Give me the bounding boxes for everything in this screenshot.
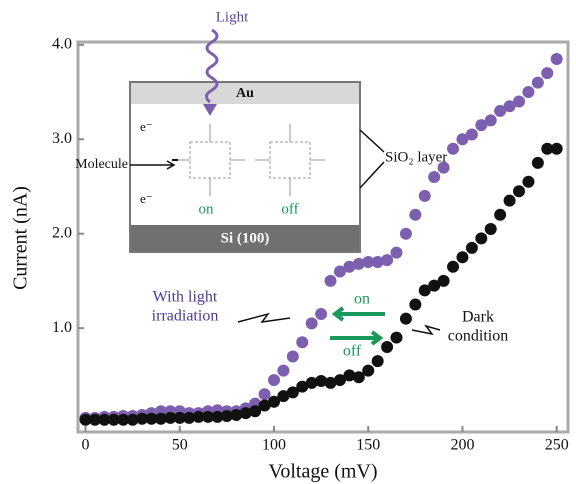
data-point bbox=[372, 355, 384, 367]
data-point bbox=[400, 313, 412, 325]
molecule-label: Molecule bbox=[75, 157, 128, 172]
data-point bbox=[381, 254, 393, 266]
x-axis-label: Voltage (mV) bbox=[268, 461, 377, 483]
chart: 0 50 100 150 200 250 1.0 2.0 3.0 4.0 Voltage (mV) C… bbox=[0, 0, 576, 484]
inset-off: off bbox=[281, 201, 298, 217]
data-point bbox=[522, 86, 534, 98]
data-point bbox=[306, 317, 318, 329]
y-tick-label: 3.0 bbox=[52, 130, 72, 147]
y-tick-label: 1.0 bbox=[52, 319, 72, 336]
data-point bbox=[513, 95, 525, 107]
pointer-dark bbox=[412, 326, 440, 334]
data-point bbox=[325, 275, 337, 287]
data-point bbox=[296, 336, 308, 348]
data-point bbox=[522, 176, 534, 188]
y-axis-label: Current (nA) bbox=[10, 186, 32, 290]
data-point bbox=[466, 242, 478, 254]
data-point bbox=[485, 114, 497, 126]
pointer-light bbox=[238, 314, 290, 322]
data-point bbox=[447, 261, 459, 273]
x-tick-label: 200 bbox=[450, 437, 474, 454]
data-point bbox=[381, 341, 393, 353]
data-point bbox=[287, 350, 299, 362]
data-point bbox=[268, 374, 280, 386]
x-tick-label: 100 bbox=[262, 437, 286, 454]
data-point bbox=[447, 143, 459, 155]
inset: Au Si (100) Light Molecule e⁻ e⁻ on off SiO₂ lay… bbox=[75, 9, 447, 252]
data-point bbox=[400, 228, 412, 240]
data-point bbox=[513, 185, 525, 197]
data-point bbox=[532, 77, 544, 89]
data-point bbox=[475, 232, 487, 244]
data-point bbox=[466, 129, 478, 141]
data-point bbox=[362, 365, 374, 377]
data-point bbox=[438, 275, 450, 287]
data-point bbox=[551, 143, 563, 155]
data-point bbox=[391, 247, 403, 259]
x-tick-label: 250 bbox=[545, 437, 569, 454]
annotation: on bbox=[354, 291, 370, 308]
data-point bbox=[409, 209, 421, 221]
data-point bbox=[494, 209, 506, 221]
x-tick-label: 150 bbox=[356, 437, 380, 454]
annotation: condition bbox=[448, 328, 508, 345]
data-point bbox=[485, 223, 497, 235]
oxide-arrows bbox=[360, 130, 384, 188]
si-label: Si (100) bbox=[221, 230, 270, 246]
arrow-on bbox=[335, 308, 385, 320]
data-point bbox=[315, 308, 327, 320]
data-point bbox=[428, 171, 440, 183]
annotation: Dark bbox=[462, 309, 494, 326]
annotation: With light bbox=[153, 289, 218, 306]
inset-on: on bbox=[199, 201, 215, 217]
electron-top: e⁻ bbox=[140, 119, 153, 134]
x-tick-label: 50 bbox=[172, 437, 188, 454]
data-point bbox=[456, 251, 468, 263]
data-point bbox=[391, 332, 403, 344]
au-label: Au bbox=[236, 86, 254, 101]
data-point bbox=[504, 195, 516, 207]
electron-bottom: e⁻ bbox=[140, 191, 153, 206]
data-point bbox=[259, 388, 271, 400]
light-label: Light bbox=[216, 9, 249, 25]
x-tick-label: 0 bbox=[82, 437, 90, 454]
data-point bbox=[532, 157, 544, 169]
data-point bbox=[541, 67, 553, 79]
oxide-label: SiO₂ layer bbox=[385, 149, 447, 165]
data-point bbox=[419, 190, 431, 202]
y-tick-label: 4.0 bbox=[52, 36, 72, 53]
data-point bbox=[409, 299, 421, 311]
data-point bbox=[277, 365, 289, 377]
annotation: off bbox=[343, 343, 362, 360]
data-point bbox=[551, 53, 563, 65]
y-tick-label: 2.0 bbox=[52, 224, 72, 241]
annotation: irradiation bbox=[152, 308, 219, 325]
